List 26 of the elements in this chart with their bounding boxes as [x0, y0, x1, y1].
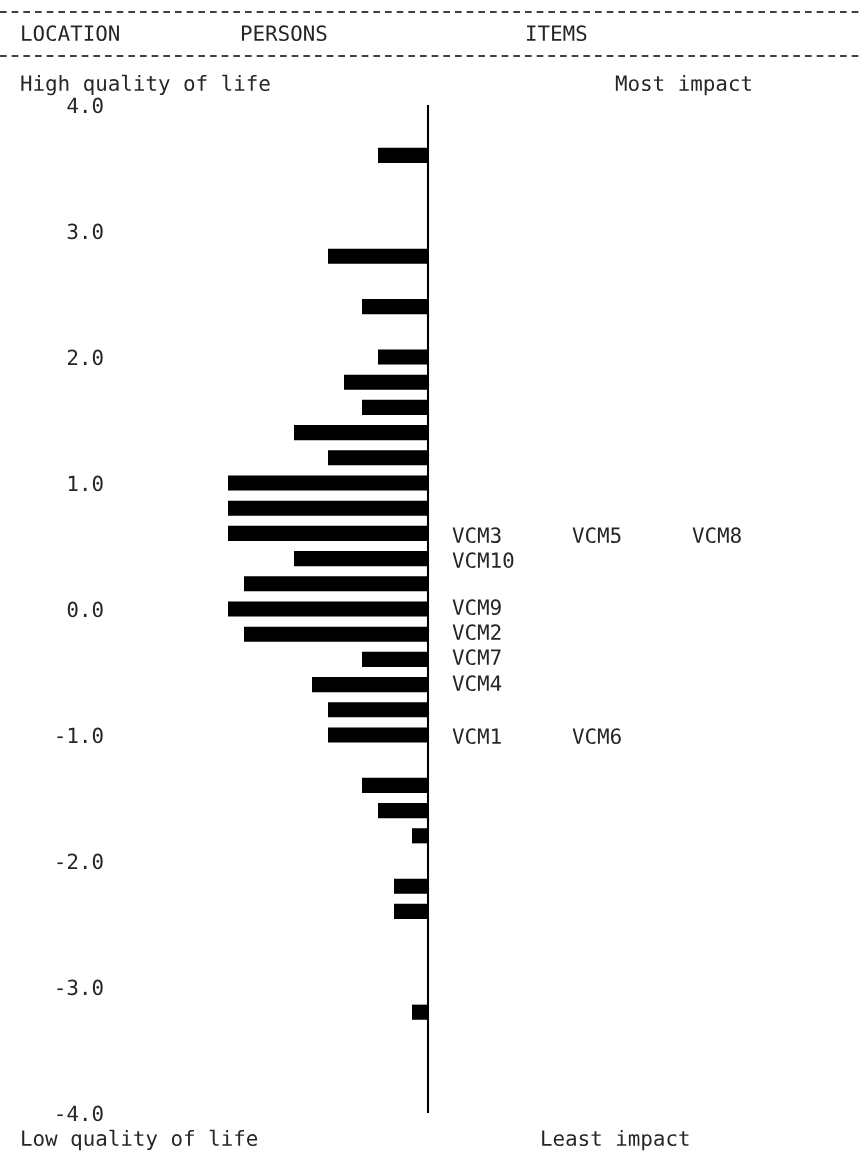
y-tick-label: -1.0 — [57, 727, 103, 744]
text: Low quality of life — [22, 1129, 258, 1151]
text: VCM3 — [452, 527, 501, 544]
y-tick-label: 1.0 — [68, 475, 103, 492]
text: High quality of life — [21, 74, 270, 96]
y-tick-label: -4.0 — [57, 1105, 103, 1122]
text: PERSONS — [242, 25, 327, 42]
text: VCM6 — [572, 728, 621, 745]
text: ITEMS — [527, 25, 587, 42]
y-tick-label: 0.0 — [67, 601, 103, 618]
text: VCM4 — [452, 675, 502, 692]
text: LOCATION — [22, 25, 119, 42]
y-tick-label: -2.0 — [57, 853, 103, 870]
text: VCM5 — [572, 527, 621, 544]
text: VCM2 — [452, 624, 501, 641]
text: VCM1 — [452, 728, 501, 745]
y-tick-label: 3.0 — [67, 223, 103, 240]
y-tick-label: 2.0 — [67, 349, 103, 366]
text: VCM9 — [452, 599, 501, 616]
text: Least impact — [542, 1129, 689, 1151]
text: VCM8 — [692, 527, 741, 544]
text: Most impact — [615, 74, 751, 96]
y-tick-label: -3.0 — [57, 979, 103, 996]
text: VCM10 — [452, 552, 514, 569]
y-tick-label: 4.0 — [67, 97, 103, 114]
text: VCM7 — [452, 649, 501, 666]
